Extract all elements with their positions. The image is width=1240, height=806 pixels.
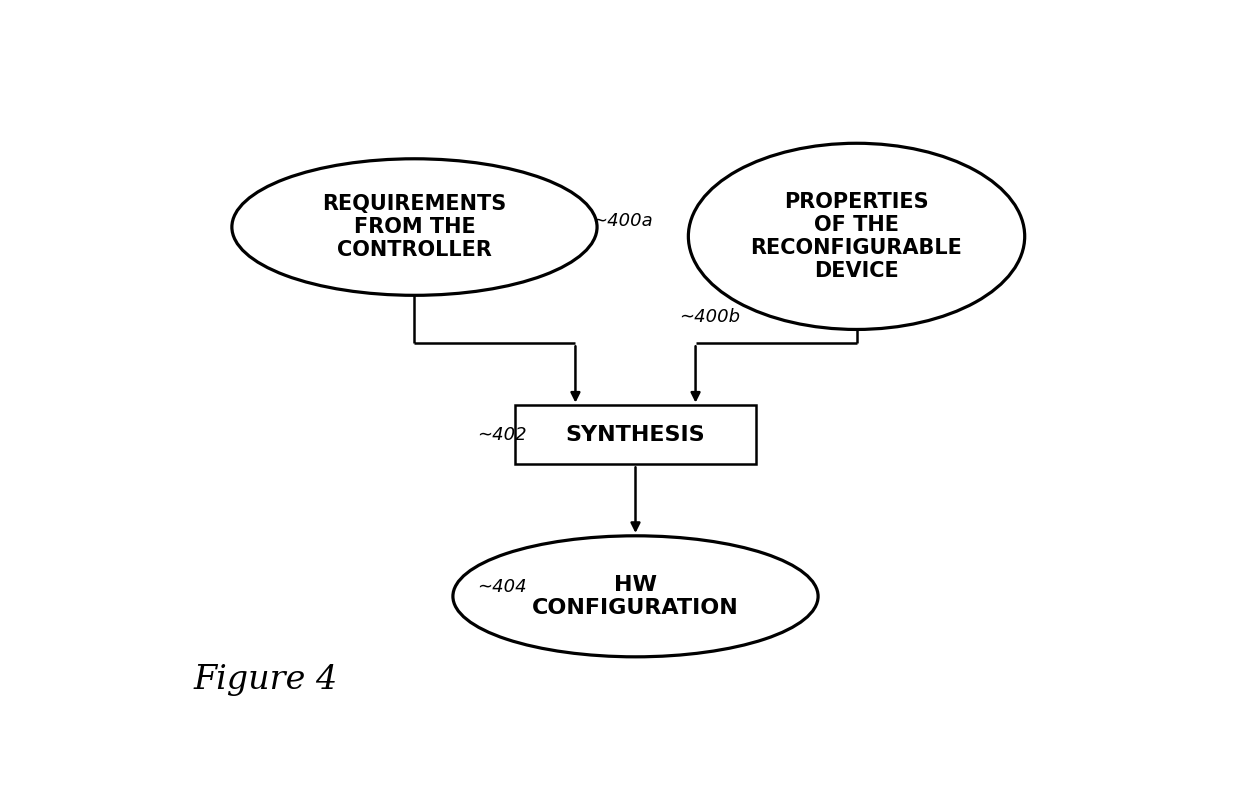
FancyBboxPatch shape xyxy=(516,405,755,464)
Text: Figure 4: Figure 4 xyxy=(193,663,337,696)
Ellipse shape xyxy=(688,143,1024,330)
Text: ∼400b: ∼400b xyxy=(678,308,740,326)
Text: ∼402: ∼402 xyxy=(477,426,527,444)
Text: HW
CONFIGURATION: HW CONFIGURATION xyxy=(532,575,739,618)
Text: REQUIREMENTS
FROM THE
CONTROLLER: REQUIREMENTS FROM THE CONTROLLER xyxy=(322,194,507,260)
Text: SYNTHESIS: SYNTHESIS xyxy=(565,425,706,445)
Ellipse shape xyxy=(232,159,598,295)
Ellipse shape xyxy=(453,536,818,657)
Text: ∼400a: ∼400a xyxy=(593,212,653,230)
Text: PROPERTIES
OF THE
RECONFIGURABLE
DEVICE: PROPERTIES OF THE RECONFIGURABLE DEVICE xyxy=(750,192,962,281)
Text: ∼404: ∼404 xyxy=(477,578,527,596)
